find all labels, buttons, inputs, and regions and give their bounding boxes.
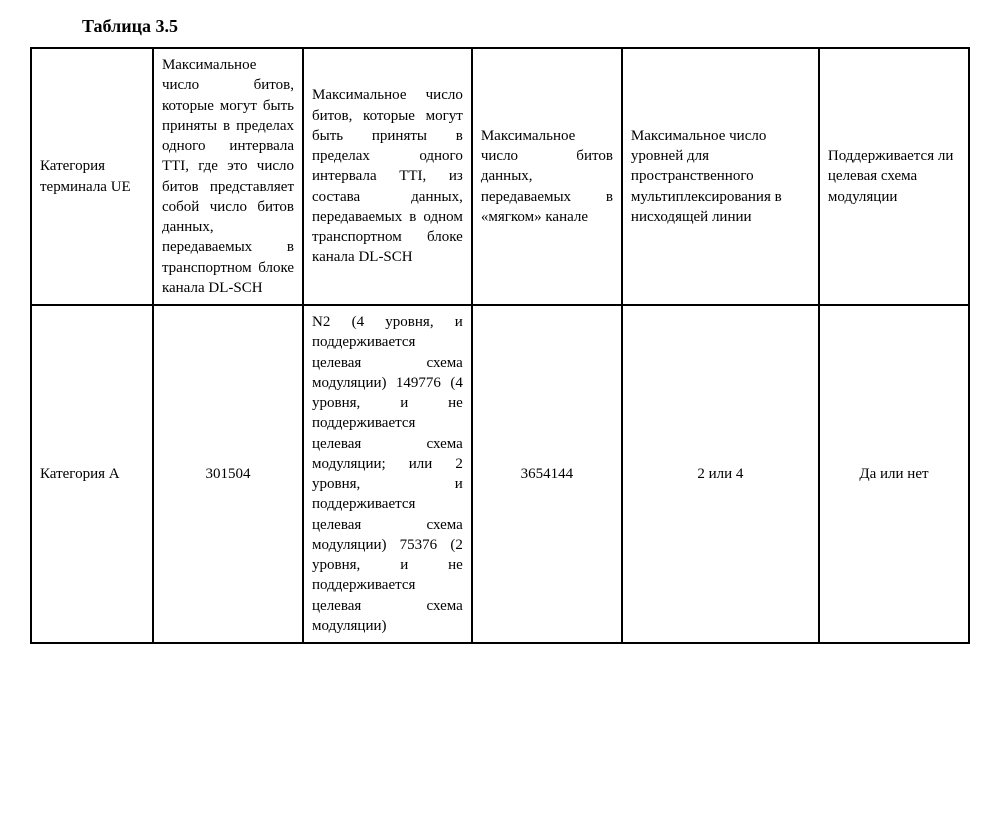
col-header-max-bits-tti-block: Максимальное число битов, которые могут … (153, 48, 303, 305)
col-header-layers: Максимальное число уровней для пространс… (622, 48, 819, 305)
col-header-max-bits-soft: Максимальное число битов данных, передав… (472, 48, 622, 305)
cell-max-bits-soft: 3654144 (472, 305, 622, 643)
main-table: Категория терминала UE Максимальное числ… (30, 47, 970, 644)
table-row: Категория A 301504 N2 (4 уровня, и подде… (31, 305, 969, 643)
col-header-max-bits-tti-one-block: Максимальное число битов, которые могут … (303, 48, 472, 305)
cell-layers: 2 или 4 (622, 305, 819, 643)
cell-category: Категория A (31, 305, 153, 643)
cell-max-bits-tti-block: 301504 (153, 305, 303, 643)
col-header-category: Категория терминала UE (31, 48, 153, 305)
cell-max-bits-tti-one-block: N2 (4 уровня, и поддерживается целевая с… (303, 305, 472, 643)
col-header-modulation-support: Поддерживается ли целевая схема модуляци… (819, 48, 969, 305)
cell-modulation-support: Да или нет (819, 305, 969, 643)
table-header-row: Категория терминала UE Максимальное числ… (31, 48, 969, 305)
table-caption: Таблица 3.5 (82, 16, 970, 37)
